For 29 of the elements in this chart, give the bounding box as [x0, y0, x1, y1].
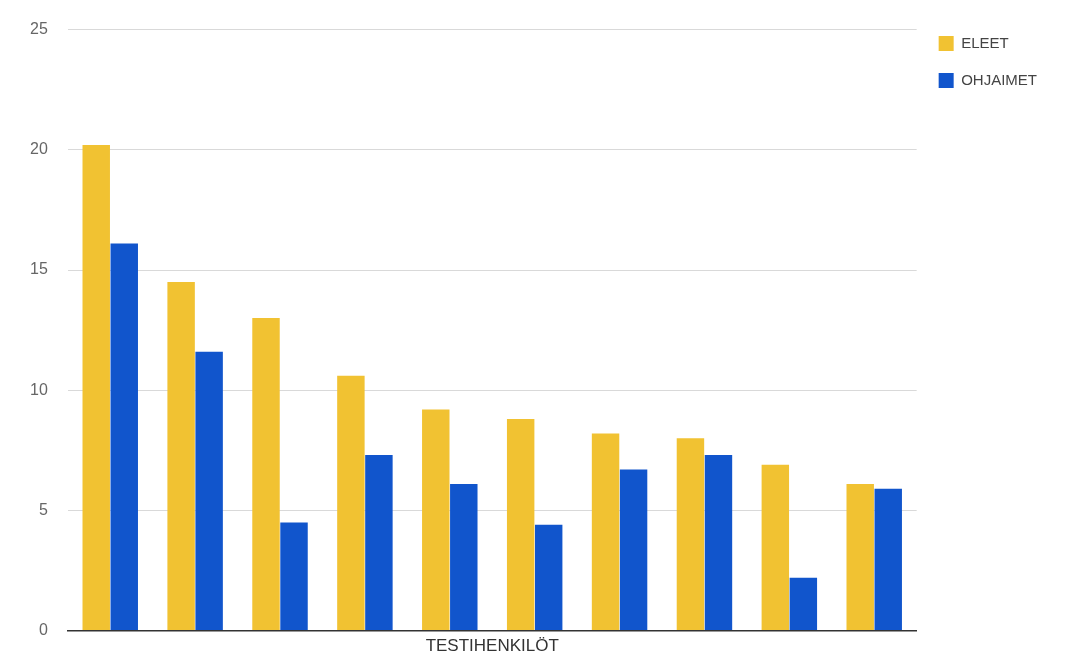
bar — [874, 488, 902, 631]
bar — [591, 433, 620, 631]
bar — [789, 577, 818, 631]
bar — [676, 438, 705, 631]
bar — [422, 409, 450, 631]
y-tick-label: 25 — [30, 20, 48, 38]
bar — [506, 419, 535, 631]
legend-label: OHJAIMET — [961, 70, 1038, 88]
legend-label: ELEET — [961, 33, 1009, 51]
bar — [450, 483, 478, 631]
y-tick-label: 20 — [30, 140, 48, 158]
bar — [110, 243, 138, 631]
bar — [280, 522, 308, 631]
bar — [195, 351, 223, 631]
bar — [82, 144, 110, 631]
bar — [704, 455, 733, 631]
bar — [167, 282, 195, 631]
y-tick-label: 10 — [30, 380, 48, 398]
y-tick-label: 0 — [38, 621, 48, 639]
bar — [761, 464, 790, 631]
x-axis-title: TESTIHENKILÖT — [425, 636, 559, 656]
bar — [365, 455, 393, 631]
bar — [252, 318, 280, 631]
bar — [337, 375, 365, 631]
bar — [619, 469, 648, 631]
y-tick-label: 5 — [38, 500, 48, 518]
bar — [846, 483, 874, 631]
bar — [534, 524, 563, 631]
y-tick-label: 15 — [30, 260, 48, 278]
